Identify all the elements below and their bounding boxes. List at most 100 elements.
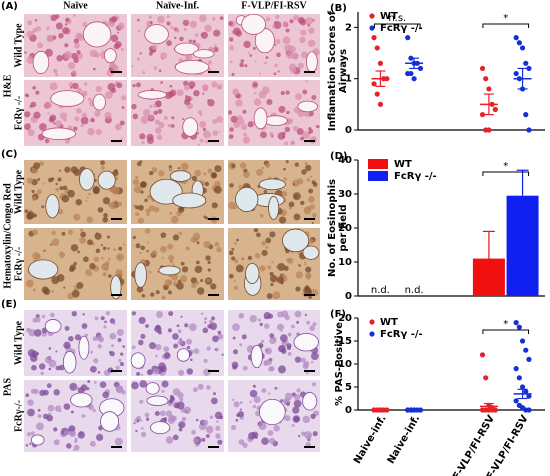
tissue-cell xyxy=(180,261,185,266)
tissue-cell xyxy=(261,249,268,257)
tissue-cell xyxy=(268,366,274,372)
tissue-cell xyxy=(231,72,235,76)
tissue-cell xyxy=(153,104,157,108)
tissue-cell xyxy=(230,60,233,64)
tissue-cell xyxy=(32,27,38,33)
tissue-cell xyxy=(100,244,103,247)
tissue-cell xyxy=(56,55,63,62)
tissue-cell xyxy=(239,401,243,405)
tissue-cell xyxy=(203,240,211,249)
legend-label: FcRγ -/- xyxy=(394,171,437,182)
stain-label: H&E xyxy=(2,74,13,97)
significance-bracket xyxy=(482,329,530,334)
tissue-cell xyxy=(184,95,192,103)
tissue-cell xyxy=(74,437,78,441)
tissue-cell xyxy=(93,381,97,384)
y-tick-label: 5 xyxy=(345,382,352,393)
tissue-cell xyxy=(235,99,243,107)
tissue-cell xyxy=(31,178,38,186)
tissue-cell xyxy=(151,44,158,51)
tissue-cell xyxy=(202,127,207,132)
tissue-cell xyxy=(115,385,123,393)
tissue-cell xyxy=(255,436,258,439)
tissue-cell xyxy=(102,246,107,251)
tissue-cell xyxy=(238,439,245,445)
tissue-cell xyxy=(273,72,277,76)
tissue-cell xyxy=(228,134,234,139)
row-label: FcRγ -/- xyxy=(13,247,24,281)
data-point xyxy=(417,65,424,72)
tissue-cell xyxy=(65,17,70,22)
tissue-cell xyxy=(310,175,313,178)
tissue-cell xyxy=(31,350,39,358)
tissue-cell xyxy=(178,421,186,429)
tissue-cell xyxy=(272,291,281,300)
tissue-cell xyxy=(25,393,30,398)
airspace xyxy=(253,107,268,130)
tissue-cell xyxy=(149,170,154,176)
tissue-cell xyxy=(266,98,273,106)
tissue-cell xyxy=(95,128,102,136)
tissue-cell xyxy=(49,114,57,122)
tissue-cell xyxy=(191,283,197,289)
tissue-cell xyxy=(151,250,158,256)
tissue-cell xyxy=(277,311,284,318)
tissue-cell xyxy=(302,131,310,140)
tissue-cell xyxy=(25,279,34,288)
tissue-cell xyxy=(228,21,233,26)
y-tick-label: 40 xyxy=(338,155,352,166)
airspace xyxy=(293,333,319,352)
tissue-cell xyxy=(286,257,291,263)
tissue-cell xyxy=(137,29,141,33)
data-point xyxy=(483,76,489,82)
tissue-cell xyxy=(182,117,185,121)
tissue-cell xyxy=(153,206,160,213)
tissue-cell xyxy=(294,356,302,363)
tissue-cell xyxy=(160,81,164,84)
tissue-cell xyxy=(312,322,317,327)
tissue-cell xyxy=(150,292,155,297)
tissue-cell xyxy=(54,405,62,412)
tissue-cell xyxy=(146,369,154,376)
tissue-cell xyxy=(191,175,198,182)
tissue-cell xyxy=(139,251,142,254)
tissue-cell xyxy=(292,415,301,423)
tissue-cell xyxy=(294,162,300,167)
data-point xyxy=(516,375,522,381)
tissue-cell xyxy=(169,84,173,88)
tissue-cell xyxy=(242,365,248,371)
tissue-cell xyxy=(121,106,125,109)
tissue-cell xyxy=(89,440,96,447)
tissue-cell xyxy=(110,34,119,43)
tissue-cell xyxy=(158,121,165,129)
tissue-cell xyxy=(155,344,162,351)
legend-label: WT xyxy=(380,11,398,22)
tissue-cell xyxy=(97,344,102,349)
data-point xyxy=(516,324,522,330)
bar xyxy=(472,258,505,296)
tissue-cell xyxy=(202,419,209,426)
tissue-cell xyxy=(117,22,125,30)
tissue-cell xyxy=(132,178,140,186)
tissue-cell xyxy=(205,425,214,434)
tissue-cell xyxy=(34,19,38,22)
tissue-cell xyxy=(191,429,196,435)
tissue-cell xyxy=(193,89,200,97)
tissue-cell xyxy=(146,213,150,217)
tissue-cell xyxy=(183,84,190,91)
tissue-cell xyxy=(286,110,290,115)
tissue-cell xyxy=(27,408,35,417)
tissue-cell xyxy=(58,364,65,371)
tissue-cell xyxy=(229,183,234,188)
tissue-cell xyxy=(53,439,60,446)
tissue-cell xyxy=(96,433,104,442)
tissue-cell xyxy=(202,130,211,139)
tissue-cell xyxy=(232,336,236,340)
tissue-cell xyxy=(202,85,209,92)
tissue-cell xyxy=(212,130,219,136)
tissue-cell xyxy=(242,109,247,114)
tissue-cell xyxy=(206,385,211,390)
tissue-cell xyxy=(149,115,154,120)
tissue-cell xyxy=(46,383,52,389)
tissue-cell xyxy=(216,246,222,253)
